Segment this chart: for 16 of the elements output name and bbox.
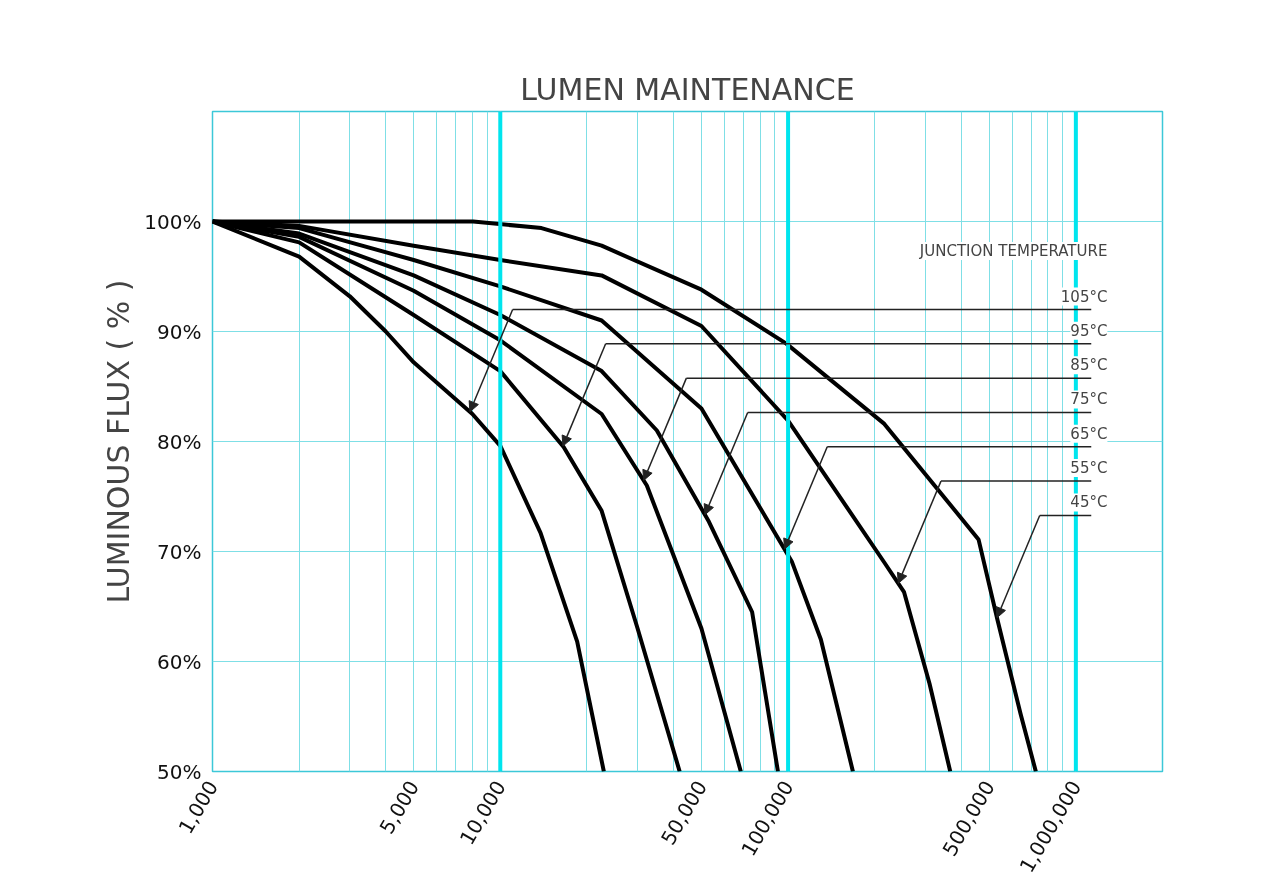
annotation: 65°C [1070,424,1108,443]
annotation: 95°C [1070,321,1108,340]
y-axis-title: LUMINOUS FLUX ( % ) [101,279,137,604]
annotation: 85°C [1070,356,1108,375]
y-tick-label: 50% [157,759,202,784]
y-tick-label: 80% [157,429,202,454]
annotation: 45°C [1070,493,1108,512]
annotation: 55°C [1070,459,1108,478]
annotation: 105°C [1060,287,1108,306]
chart-title: LUMEN MAINTENANCE [520,71,855,107]
annotation: 75°C [1070,390,1108,409]
y-tick-label: 90% [157,319,202,344]
y-tick-label: 100% [144,209,202,234]
legend-title: JUNCTION TEMPERATURE [918,242,1108,260]
y-tick-label: 60% [157,649,202,674]
y-tick-label: 70% [157,539,202,564]
